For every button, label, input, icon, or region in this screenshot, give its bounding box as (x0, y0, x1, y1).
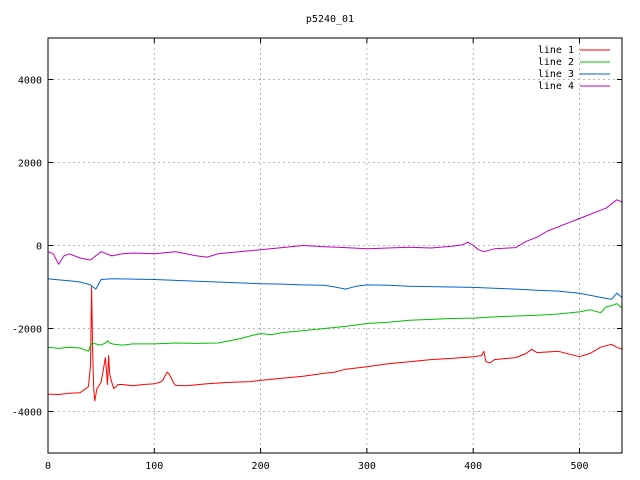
y-tick-label: 4000 (18, 76, 42, 87)
series-line-4 (47, 199, 623, 265)
y-tick-label: 2000 (18, 159, 42, 170)
series-line-3 (47, 278, 623, 300)
legend-label: line 4 (538, 81, 574, 92)
series-line-2 (47, 303, 623, 352)
axis-ticks: 0 100 200 300 400 500 -4000 -2000 0 2000 4000 (12, 38, 622, 472)
x-tick-label: 500 (570, 461, 588, 472)
series-group (47, 199, 623, 402)
y-tick-label: -2000 (12, 325, 42, 336)
x-tick-label: 100 (145, 461, 163, 472)
x-tick-label: 200 (252, 461, 270, 472)
legend-label: line 1 (538, 45, 574, 56)
y-tick-label: 0 (36, 242, 42, 253)
series-line-1 (47, 286, 623, 402)
x-tick-label: 300 (358, 461, 376, 472)
x-tick-label: 0 (45, 461, 51, 472)
legend-label: line 3 (538, 69, 574, 80)
x-tick-label: 400 (464, 461, 482, 472)
legend-label: line 2 (538, 57, 574, 68)
y-tick-label: -4000 (12, 408, 42, 419)
chart-title: p5240_01 (306, 14, 354, 25)
